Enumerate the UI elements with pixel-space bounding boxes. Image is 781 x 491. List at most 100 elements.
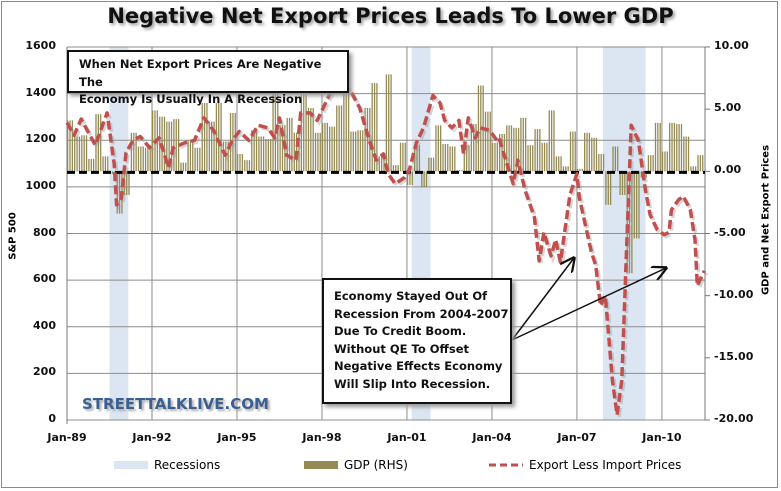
gdp-bar (270, 139, 272, 172)
gdp-bar (211, 121, 213, 172)
gdp-bar (607, 171, 609, 205)
gdp-bar (244, 160, 246, 172)
gdp-bar (151, 110, 154, 172)
gdp-bar (220, 102, 222, 172)
export-prices-shadow (67, 79, 708, 418)
gdp-bar (694, 166, 697, 172)
gdp-bar (248, 160, 251, 172)
gdp-bar (496, 142, 498, 172)
gdp-bar (666, 151, 668, 172)
gdp-bar (664, 151, 666, 172)
gdp-bar (258, 136, 260, 172)
gdp-bar (548, 110, 550, 172)
gdp-bar (468, 145, 470, 172)
gdp-bar (444, 143, 447, 172)
gdp-bar (411, 171, 413, 186)
gdp-bar (678, 124, 680, 172)
gdp-bar (633, 171, 635, 239)
gdp-bar (513, 127, 515, 172)
gdp-bar (454, 146, 456, 172)
gdp-bar (118, 171, 121, 214)
gdp-bar (376, 83, 378, 172)
gdp-bar (487, 111, 489, 172)
gdp-bar (140, 146, 142, 172)
gdp-bar (199, 147, 201, 172)
note-line: Without QE To Offset (334, 341, 469, 356)
gdp-bar (553, 110, 555, 172)
gdp-bar (546, 142, 548, 172)
gdp-bar (593, 137, 595, 172)
gdp-bar (333, 126, 336, 172)
gdp-bar (206, 102, 208, 172)
gdp-bar (654, 122, 657, 172)
gdp-bar (385, 74, 388, 172)
gdp-bar (149, 147, 151, 172)
gdp-bar (95, 114, 97, 172)
gdp-bar (388, 74, 390, 172)
gdp-bar (581, 168, 583, 172)
gdp-bar (300, 94, 303, 172)
gdp-bar (697, 155, 699, 172)
gdp-bar (567, 166, 569, 172)
gdp-bar (314, 132, 317, 172)
gdp-bar (281, 125, 284, 172)
gdp-bar (399, 142, 402, 172)
left-tick-label: 200 (33, 365, 56, 379)
gdp-bar (265, 139, 267, 172)
gdp-bar (102, 156, 104, 172)
gdp-bar (494, 142, 496, 172)
gdp-bar (631, 171, 633, 274)
gdp-bar (397, 165, 399, 172)
legend-recessions: Recessions (114, 458, 220, 472)
gdp-bar (144, 147, 147, 172)
gdp-bar (406, 171, 409, 186)
gdp-bar (222, 141, 225, 172)
gdp-bar (470, 124, 473, 172)
gdp-bar (527, 145, 529, 172)
gdp-bar (477, 85, 480, 172)
gdp-bar (699, 155, 702, 172)
gdp-bar (515, 127, 517, 172)
gdp-bar (423, 171, 425, 188)
left-tick-label: 800 (33, 225, 56, 239)
gdp-bar (617, 146, 619, 172)
gdp-bar (673, 122, 676, 172)
gdp-bar (253, 130, 255, 172)
gdp-bar (208, 121, 210, 172)
legend-gdp: GDP (RHS) (304, 458, 408, 472)
note-line: Economy Stayed Out Of (334, 289, 488, 303)
gdp-bar (307, 107, 310, 172)
gdp-bar (350, 131, 352, 172)
gdp-bar (373, 83, 376, 172)
gdp-bar (609, 171, 612, 205)
gdp-bar (539, 129, 541, 172)
gdp-bar (355, 131, 357, 172)
gdp-bar (638, 171, 640, 239)
x-tick-label: Jan-04 (472, 431, 512, 444)
gdp-bar (635, 171, 638, 239)
gdp-bar (588, 132, 591, 172)
gdp-bar (574, 131, 576, 172)
right-tick-label: -5.00 (714, 225, 746, 239)
gdp-bar (67, 120, 69, 172)
gdp-bar (362, 130, 364, 172)
gdp-bar (671, 122, 673, 172)
gdp-bar (565, 166, 567, 172)
gdp-bar (605, 171, 607, 205)
gdp-bar (182, 162, 184, 172)
gdp-bar (175, 119, 177, 172)
gdp-bar (463, 145, 465, 172)
gdp-bar (543, 142, 546, 172)
right-tick-label: -20.00 (714, 412, 754, 425)
gdp-bar (185, 162, 187, 172)
legend-label: GDP (RHS) (344, 458, 408, 472)
gdp-bar (336, 105, 338, 172)
gdp-bar (241, 153, 244, 172)
x-tick-label: Jan-92 (132, 431, 172, 444)
note-line: Recession From 2004-2007 (334, 306, 509, 321)
gdp-bar (166, 121, 168, 172)
left-tick-label: 400 (33, 318, 56, 332)
gdp-bar (685, 136, 687, 172)
